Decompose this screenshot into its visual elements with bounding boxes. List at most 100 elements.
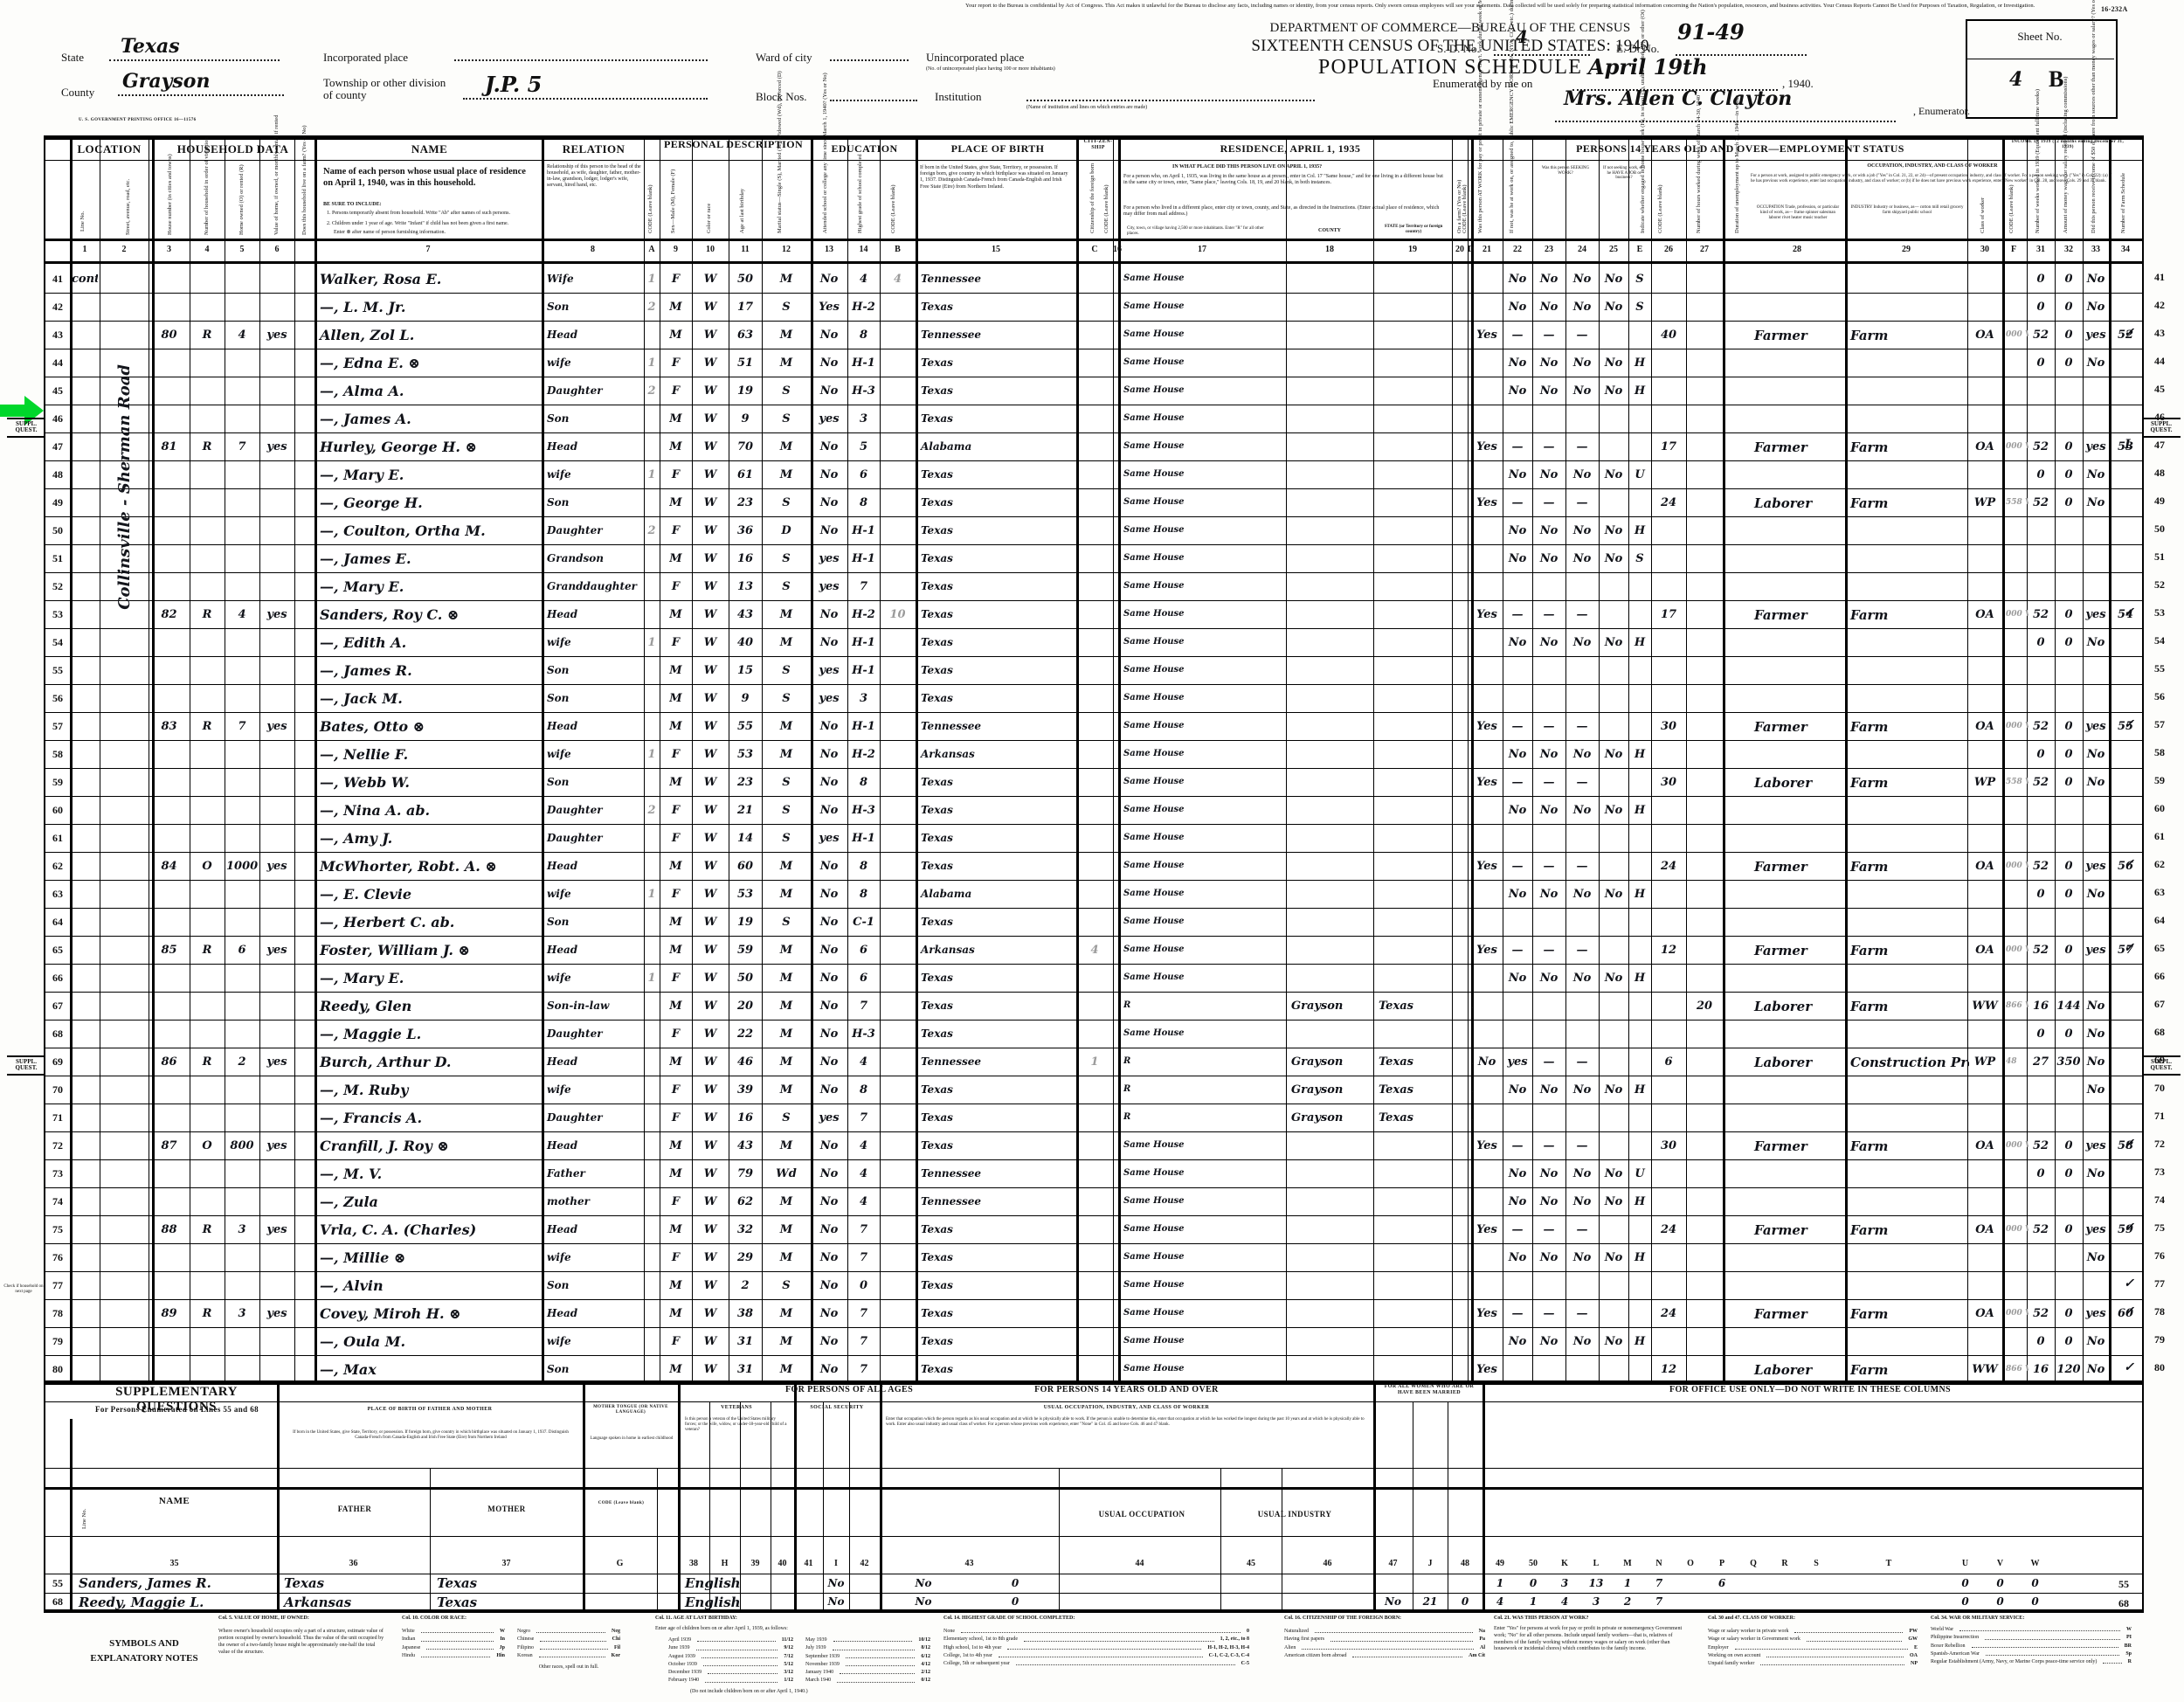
cell-c32-row-59[interactable]: 0 [2064,775,2073,789]
cell-cls-row-78[interactable]: OA [1975,1306,1994,1320]
cell-birth-row-57[interactable]: Tennessee [921,720,982,732]
cell-age-row-61[interactable]: 14 [736,831,754,845]
cell-ind-row-57[interactable]: Farm [1850,718,1889,735]
supp-cell-num50-row-68[interactable]: 0 [1461,1595,1469,1609]
cell-farm-row-47[interactable]: yes [266,439,287,453]
cell-birth-row-61[interactable]: Texas [921,832,953,844]
cell-c21-row-80[interactable]: Yes [1476,1362,1497,1376]
cell-c31-row-78[interactable]: 52 [2032,1306,2049,1320]
cell-c23-row-53[interactable]: — [1543,607,1555,621]
cell-sex-row-53[interactable]: M [669,607,682,621]
cell-res17-row-60[interactable]: Same House [1123,805,1185,814]
cell-birth-row-46[interactable]: Texas [921,412,953,425]
cell-color-row-59[interactable]: W [703,775,717,789]
cell-cls-row-69[interactable]: WP [1973,1055,1996,1069]
cell-birth-row-69[interactable]: Tennessee [921,1055,982,1068]
cell-c25b-row-66[interactable]: H [1634,971,1646,985]
cell-marital-row-60[interactable]: S [782,803,791,817]
cell-c25b-row-76[interactable]: H [1634,1250,1646,1264]
cell-relation-row-61[interactable]: Daughter [547,832,603,844]
cell-codeA-row-48[interactable]: 1 [647,467,656,481]
cell-color-row-44[interactable]: W [703,356,717,370]
cell-c24-row-53[interactable]: — [1576,607,1588,621]
cell-c25-row-54[interactable]: No [1604,635,1623,649]
block-field[interactable] [830,80,917,101]
cell-marital-row-41[interactable]: M [779,272,793,286]
cell-color-row-60[interactable]: W [703,803,717,817]
cell-cls-row-53[interactable]: OA [1975,607,1994,621]
cell-birth-row-43[interactable]: Tennessee [921,329,982,341]
cell-c23-row-76[interactable]: No [1539,1250,1559,1264]
cell-sex-row-74[interactable]: F [671,1194,681,1208]
cell-relation-row-62[interactable]: Head [547,860,578,872]
cell-res17-row-70[interactable]: R [1123,1084,1131,1094]
cell-color-row-51[interactable]: W [703,551,717,565]
cell-occ-row-78[interactable]: Farmer [1754,1305,1807,1322]
cell-color-row-73[interactable]: W [703,1166,717,1180]
cell-ind-row-72[interactable]: Farm [1850,1138,1889,1154]
cell-sex-row-73[interactable]: M [669,1166,682,1180]
cell-c25b-row-63[interactable]: H [1634,887,1646,901]
cell-relation-row-63[interactable]: wife [547,888,571,900]
cell-c25-row-42[interactable]: No [1604,300,1623,314]
cell-c32-row-54[interactable]: 0 [2064,635,2073,649]
supp-cell-l-row-55[interactable]: 0 [1529,1576,1538,1589]
cell-val-row-65[interactable]: 6 [238,943,246,957]
cell-school-row-53[interactable]: No [819,607,839,621]
cell-color-row-55[interactable]: W [703,663,717,677]
cell-relation-row-65[interactable]: Head [547,944,578,956]
cell-c31-row-48[interactable]: 0 [2036,467,2045,481]
cell-age-row-62[interactable]: 60 [736,859,754,873]
cell-marital-row-71[interactable]: S [782,1110,791,1124]
cell-occ-row-59[interactable]: Laborer [1754,774,1813,791]
cell-school-row-44[interactable]: No [819,356,839,370]
cell-c32-row-44[interactable]: 0 [2064,356,2073,370]
cell-birth-row-66[interactable]: Texas [921,972,953,984]
cell-age-row-46[interactable]: 9 [741,412,750,426]
cell-relation-row-55[interactable]: Son [547,664,570,676]
cell-c22-row-69[interactable]: yes [1507,1055,1528,1069]
cell-c33-row-72[interactable]: yes [2085,1138,2106,1152]
cell-c33-row-79[interactable]: No [2086,1334,2105,1348]
cell-color-row-79[interactable]: W [703,1334,717,1348]
cell-marital-row-66[interactable]: M [779,971,793,985]
cell-c25b-row-58[interactable]: H [1634,747,1646,761]
cell-c23-row-62[interactable]: — [1543,859,1555,873]
cell-marital-row-73[interactable]: Wd [776,1166,797,1180]
cell-val-row-53[interactable]: 4 [238,607,246,621]
cell-c33-row-70[interactable]: No [2086,1083,2105,1097]
cell-relation-row-42[interactable]: Son [547,301,570,313]
cell-c21-row-43[interactable]: Yes [1476,328,1497,342]
cell-birth-row-51[interactable]: Texas [921,552,953,564]
cell-marital-row-77[interactable]: S [782,1278,791,1292]
cell-res17-row-55[interactable]: Same House [1123,665,1185,675]
cell-school-row-69[interactable]: No [819,1055,839,1069]
supp-cell-p-row-68[interactable]: 7 [1655,1595,1663,1609]
cell-ind-row-75[interactable]: Farm [1850,1221,1889,1238]
cell-birth-row-47[interactable]: Alabama [921,440,972,453]
cell-school-row-43[interactable]: No [819,328,839,342]
cell-grade-row-54[interactable]: H-1 [852,635,875,649]
cell-c32-row-53[interactable]: 0 [2064,607,2073,621]
cell-c25-row-60[interactable]: No [1604,803,1623,817]
cell-grade-row-62[interactable]: 8 [859,859,868,873]
cell-birth-row-60[interactable]: Texas [921,804,953,816]
cell-grade-row-56[interactable]: 3 [859,691,868,705]
cell-codeB-row-53[interactable]: 10 [889,607,906,621]
cell-c25-row-48[interactable]: No [1604,467,1623,481]
cell-grade-row-45[interactable]: H-3 [852,384,875,398]
cell-relation-row-68[interactable]: Daughter [547,1027,603,1040]
cell-c23-row-65[interactable]: — [1543,943,1555,957]
cell-c22-row-41[interactable]: No [1508,272,1527,286]
cell-school-row-80[interactable]: No [819,1362,839,1376]
cell-name-row-46[interactable]: —, James A. [320,411,411,427]
cell-street-row-41[interactable]: cont'd [72,272,98,286]
cell-name-row-52[interactable]: —, Mary E. [320,578,404,595]
cell-cls-row-57[interactable]: OA [1975,719,1994,733]
cell-grade-row-58[interactable]: H-2 [852,747,875,761]
cell-c22-row-63[interactable]: No [1508,887,1527,901]
cell-c23-row-43[interactable]: — [1543,328,1555,342]
cell-birth-row-74[interactable]: Tennessee [921,1195,982,1207]
cell-marital-row-69[interactable]: M [779,1055,793,1069]
cell-sex-row-68[interactable]: F [671,1027,681,1041]
